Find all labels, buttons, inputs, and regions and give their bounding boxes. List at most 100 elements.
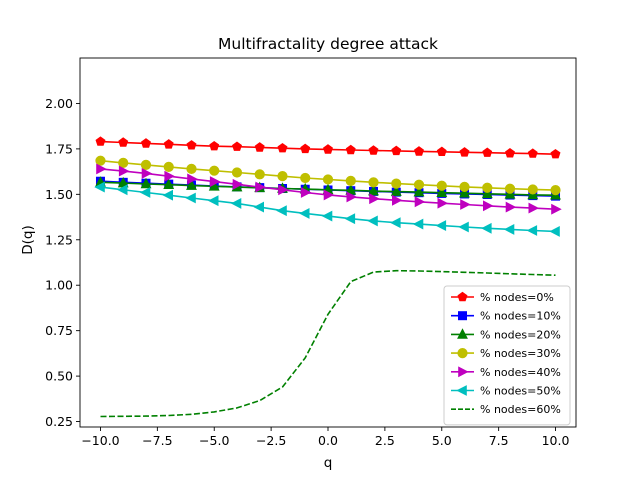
data-point	[254, 169, 265, 180]
legend-label: % nodes=0%	[480, 291, 554, 304]
legend-entry: % nodes=60%	[451, 403, 561, 416]
data-point	[526, 225, 538, 236]
data-point	[186, 163, 197, 174]
series-line	[100, 269, 556, 418]
data-point	[368, 177, 379, 188]
legend-label: % nodes=60%	[480, 403, 561, 416]
data-point	[435, 220, 447, 232]
legend-entry: % nodes=10%	[451, 310, 561, 323]
data-point	[118, 137, 129, 147]
data-point	[367, 215, 378, 227]
data-point	[392, 194, 403, 206]
data-point	[208, 195, 219, 207]
legend-label: % nodes=40%	[480, 366, 561, 379]
data-point	[390, 185, 402, 196]
data-point	[459, 181, 470, 192]
data-point	[527, 148, 538, 158]
legend-entry: % nodes=40%	[451, 366, 561, 379]
data-point	[437, 197, 448, 209]
series-1	[95, 136, 561, 159]
data-point	[186, 140, 197, 150]
data-point	[413, 179, 425, 190]
data-point	[299, 207, 310, 219]
data-point	[436, 186, 448, 197]
series-6	[94, 181, 560, 237]
data-point	[505, 201, 517, 213]
data-point	[140, 159, 152, 170]
data-point	[255, 181, 266, 193]
data-point	[300, 143, 311, 154]
data-point	[550, 148, 561, 159]
x-tick-label: 10.0	[542, 433, 570, 448]
data-point	[162, 189, 173, 201]
x-tick-label: 5.0	[432, 433, 452, 448]
y-tick-label: 1.25	[45, 232, 73, 247]
legend-entry: % nodes=0%	[451, 291, 554, 304]
data-point	[278, 184, 289, 196]
data-point	[231, 167, 243, 178]
y-tick-label: 2.00	[45, 96, 73, 111]
data-point	[482, 182, 493, 193]
x-tick-label: −2.5	[256, 433, 286, 448]
data-point	[139, 187, 151, 198]
data-point	[436, 180, 447, 191]
legend-marker	[458, 366, 469, 378]
legend-marker	[457, 291, 468, 302]
data-point	[483, 200, 494, 212]
data-point	[344, 213, 356, 225]
data-point	[391, 178, 402, 189]
legend-box	[443, 285, 571, 426]
data-point	[322, 174, 334, 185]
data-point	[232, 141, 242, 151]
legend-marker	[458, 311, 467, 321]
data-point	[321, 210, 333, 222]
x-tick-label: 2.5	[375, 433, 395, 448]
data-point	[391, 145, 402, 156]
x-tick-label: 0.0	[318, 433, 338, 448]
data-point	[164, 170, 175, 182]
data-point	[163, 161, 174, 172]
legend-entry: % nodes=20%	[451, 328, 561, 341]
data-point	[230, 197, 242, 209]
data-point	[141, 138, 151, 148]
data-point	[300, 172, 311, 184]
y-tick-label: 0.50	[45, 369, 73, 384]
data-point	[187, 173, 198, 185]
data-point	[481, 222, 492, 234]
legend-entry: % nodes=30%	[451, 347, 561, 360]
data-point	[140, 177, 152, 189]
x-tick-label: −7.5	[142, 433, 172, 448]
data-point	[549, 225, 560, 237]
data-point	[118, 157, 129, 168]
data-point	[323, 189, 335, 201]
data-point	[94, 181, 105, 193]
data-point	[414, 196, 426, 208]
data-point	[505, 147, 515, 158]
legend: % nodes=0% % nodes=10% % nodes=20% % nodes=…	[443, 285, 571, 426]
data-point	[253, 201, 264, 213]
data-point	[118, 165, 130, 177]
data-point	[95, 136, 106, 146]
data-point	[277, 171, 288, 182]
data-point	[458, 221, 469, 233]
data-point	[117, 184, 128, 196]
data-point	[368, 184, 379, 196]
series-4	[95, 155, 561, 196]
y-tick-label: 0.75	[45, 323, 73, 338]
data-point	[186, 179, 197, 190]
data-point	[459, 147, 470, 157]
data-point	[323, 144, 333, 154]
data-point	[482, 147, 493, 157]
data-point	[481, 187, 493, 199]
legend-label: % nodes=50%	[480, 385, 561, 398]
data-point	[163, 178, 175, 189]
series-5	[96, 163, 562, 215]
y-tick-label: 1.00	[45, 278, 73, 293]
data-point	[95, 155, 106, 166]
series-7	[100, 269, 556, 418]
y-tick-label: 1.75	[45, 141, 73, 156]
data-point	[527, 184, 538, 195]
data-point	[551, 203, 562, 215]
